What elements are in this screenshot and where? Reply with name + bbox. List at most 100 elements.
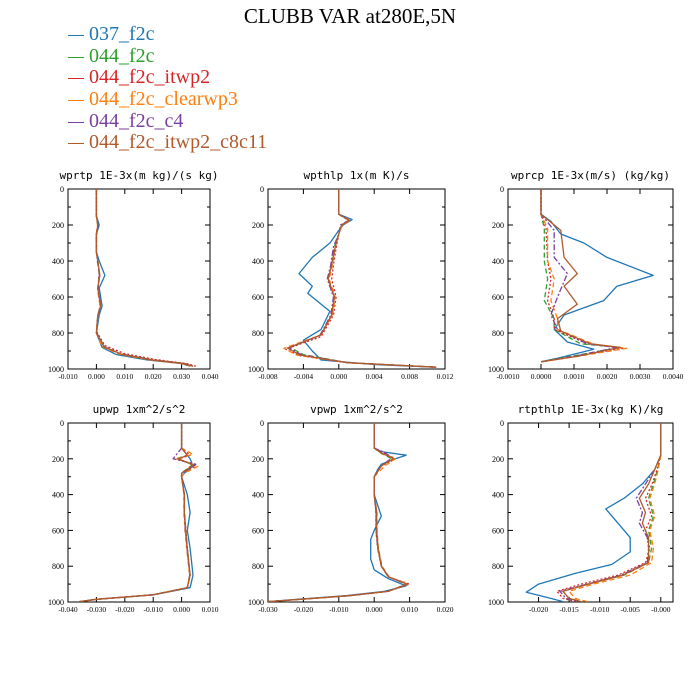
subplot: vpwp 1xm^2/s^2 0 200 400 600 800 1000-0.030 -0.… — [248, 403, 454, 614]
x-tick-label: -0.040 — [58, 605, 78, 614]
x-tick-label: -0.0010 — [496, 372, 519, 381]
legend-item: 044_f2c_clearwp3 — [68, 88, 267, 111]
y-tick-label: 600 — [52, 526, 64, 535]
x-tick-label: 0.000 — [366, 605, 383, 614]
x-tick-label: -0.010 — [590, 605, 610, 614]
x-tick-label: -0.030 — [87, 605, 107, 614]
x-tick-label: 0.0030 — [630, 372, 651, 381]
legend-item: 044_f2c_itwp2 — [68, 66, 267, 89]
y-tick-label: 800 — [52, 329, 64, 338]
subplot: wprtp 1E-3x(m kg)/(s kg) 0 200 400 600 800 100… — [48, 169, 219, 381]
y-tick-label: 600 — [492, 293, 504, 302]
x-tick-label: -0.005 — [621, 605, 641, 614]
legend-label: 044_f2c_itwp2 — [89, 66, 211, 89]
x-tick-label: 0.0020 — [597, 372, 618, 381]
y-tick-label: 600 — [52, 293, 64, 302]
subplot: wprcp 1E-3x(m/s) (kg/kg) 0 200 400 600 800 100… — [488, 169, 684, 381]
x-tick-label: 0.012 — [437, 372, 454, 381]
y-tick-label: 600 — [252, 293, 264, 302]
y-tick-label: 400 — [252, 491, 264, 500]
x-tick-label: 0.000 — [88, 372, 105, 381]
series-line — [540, 189, 621, 363]
x-tick-label: 0.010 — [401, 605, 418, 614]
subplot: rtpthlp 1E-3x(kg K)/kg 0 200 400 600 800 1000 -… — [488, 403, 674, 614]
series-line — [540, 189, 654, 363]
series-line — [540, 189, 628, 363]
legend-item: 044_f2c_c4 — [68, 110, 267, 132]
legend-swatch — [68, 100, 84, 102]
subplot-title: rtpthlp 1E-3x(kg K)/kg — [518, 403, 664, 416]
x-tick-label: -0.030 — [258, 605, 278, 614]
y-tick-label: 800 — [252, 329, 264, 338]
y-tick-label: 200 — [492, 455, 504, 464]
y-tick-label: 1000 — [48, 598, 64, 607]
legend-label: 037_f2c — [89, 23, 155, 46]
series-line — [95, 189, 191, 367]
series-line — [268, 423, 407, 602]
series-line — [268, 423, 407, 602]
series-line — [559, 423, 662, 602]
y-tick-label: 1000 — [248, 365, 264, 374]
legend-label: 044_f2c_itwp2_c8c11 — [89, 131, 268, 154]
subplot-title: wpthlp 1x(m K)/s — [304, 169, 410, 182]
plot-frame — [267, 188, 446, 370]
series-line — [95, 189, 196, 367]
figure-title: CLUBB VAR at280E,5N — [243, 4, 457, 28]
subplot-title: wprtp 1E-3x(m kg)/(s kg) — [60, 169, 219, 182]
y-tick-label: 1000 — [488, 365, 504, 374]
plot-frame — [67, 188, 211, 370]
subplot-title: vpwp 1xm^2/s^2 — [310, 403, 403, 416]
legend-item: 044_f2c_itwp2_c8c11 — [68, 131, 268, 154]
y-tick-label: 200 — [52, 455, 64, 464]
y-tick-label: 600 — [252, 526, 264, 535]
x-tick-label: 0.010 — [116, 372, 133, 381]
series-line — [286, 189, 437, 368]
y-tick-label: 0 — [260, 185, 264, 194]
y-tick-label: 0 — [500, 419, 504, 428]
x-tick-label: 0.008 — [401, 372, 418, 381]
x-tick-label: 0.000 — [173, 605, 190, 614]
x-tick-label: -0.010 — [329, 605, 349, 614]
series-line — [298, 189, 437, 368]
x-tick-label: 0.010 — [202, 605, 219, 614]
series-line — [79, 423, 194, 602]
x-tick-label: -0.008 — [258, 372, 278, 381]
series-line — [95, 189, 194, 367]
series-line — [540, 189, 618, 363]
y-tick-label: 400 — [52, 257, 64, 266]
series-line — [79, 423, 194, 602]
plot-frame — [507, 188, 674, 370]
x-tick-label: 0.0010 — [564, 372, 585, 381]
x-tick-label: -0.004 — [294, 372, 314, 381]
y-tick-label: 800 — [252, 562, 264, 571]
x-tick-label: 0.0000 — [531, 372, 552, 381]
x-tick-label: -0.020 — [115, 605, 135, 614]
x-tick-label: 0.020 — [145, 372, 162, 381]
y-tick-label: 400 — [52, 491, 64, 500]
y-tick-label: 1000 — [48, 365, 64, 374]
subplot: upwp 1xm^2/s^2 0 200 400 600 800 1000-0.040 -0.… — [48, 403, 219, 614]
y-tick-label: 800 — [492, 329, 504, 338]
y-tick-label: 200 — [252, 455, 264, 464]
x-tick-label: -0.020 — [294, 605, 314, 614]
x-tick-label: -0.010 — [144, 605, 164, 614]
y-tick-label: 800 — [492, 562, 504, 571]
y-tick-label: 0 — [60, 419, 64, 428]
series-line — [268, 423, 408, 602]
subplot: wpthlp 1x(m K)/s 0 200 400 600 800 1000-0.008 -… — [248, 169, 454, 381]
y-tick-label: 0 — [500, 185, 504, 194]
series-line — [540, 189, 625, 363]
legend-swatch — [68, 35, 84, 37]
series-line — [79, 423, 197, 602]
series-line — [525, 423, 662, 602]
y-tick-label: 200 — [252, 221, 264, 230]
x-tick-label: -0.010 — [58, 372, 78, 381]
legend-swatch — [68, 121, 84, 123]
x-tick-label: -0.000 — [651, 605, 671, 614]
subplot-title: upwp 1xm^2/s^2 — [93, 403, 186, 416]
x-tick-label: -0.020 — [529, 605, 549, 614]
series-line — [562, 423, 662, 602]
legend-swatch — [68, 56, 84, 58]
x-tick-label: -0.015 — [559, 605, 579, 614]
